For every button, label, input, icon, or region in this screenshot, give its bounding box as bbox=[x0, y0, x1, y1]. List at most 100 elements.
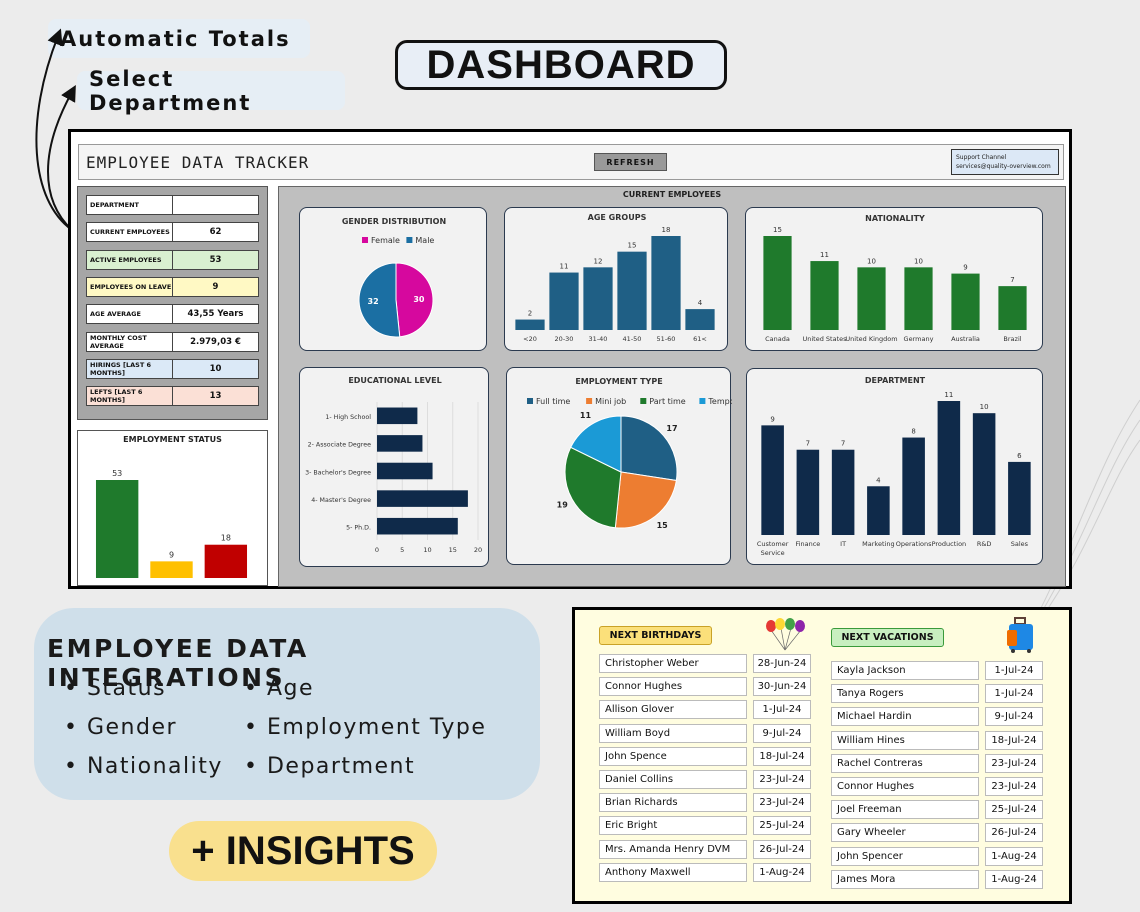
data-label: 11 bbox=[820, 251, 829, 259]
legend-entry: Female bbox=[371, 236, 400, 245]
chart-bar bbox=[204, 544, 248, 578]
tick-label: Production bbox=[932, 540, 967, 548]
tick-label: Brazil bbox=[1003, 335, 1021, 343]
next-birthdays-title: NEXT BIRTHDAYS bbox=[599, 626, 712, 645]
data-label: 32 bbox=[368, 297, 379, 306]
list-item: Christopher Weber 28-Jun-24 bbox=[599, 654, 811, 673]
person-name: Daniel Collins bbox=[599, 770, 747, 789]
list-item: Brian Richards 23-Jul-24 bbox=[599, 793, 811, 813]
tick-label: 20 bbox=[474, 546, 482, 554]
event-date: 1-Aug-24 bbox=[985, 846, 1043, 866]
chart-title: DEPARTMENT bbox=[865, 376, 926, 385]
legend-swatch bbox=[640, 398, 647, 404]
data-label: 12 bbox=[594, 257, 603, 265]
nationality-card: NATIONALITY 15 Canada 11 United States 10 Unit… bbox=[745, 207, 1043, 351]
employment-type-card: 17 15 19 11 Full time Mini job Part time Tempor… bbox=[506, 367, 732, 565]
legend-swatch bbox=[406, 237, 413, 243]
list-item: John Spence 18-Jul-24 bbox=[599, 746, 811, 766]
employment-type-chart: 17 15 19 11 Full time Mini job Part time Tempor… bbox=[527, 377, 732, 530]
support-line2[interactable]: services@quality-overview.com bbox=[956, 163, 1051, 170]
tick-label: Terminated bbox=[207, 583, 244, 584]
tick-label: IT bbox=[840, 540, 846, 548]
event-date: 18-Jul-24 bbox=[985, 730, 1043, 750]
pie-slice bbox=[570, 415, 622, 473]
chart-bar bbox=[377, 407, 418, 425]
list-item: Allison Glover 1-Jul-24 bbox=[599, 700, 811, 720]
integration-item: • Nationality bbox=[64, 754, 223, 779]
data-label: 11 bbox=[580, 411, 592, 420]
legend-swatch bbox=[699, 398, 706, 404]
list-item: Connor Hughes 30-Jun-24 bbox=[599, 677, 811, 697]
chart-bar bbox=[95, 480, 139, 578]
event-date: 23-Jul-24 bbox=[753, 793, 811, 813]
event-date: 23-Jul-24 bbox=[985, 777, 1043, 796]
list-item: William Hines 18-Jul-24 bbox=[831, 730, 1043, 750]
tick-label: Germany bbox=[904, 335, 934, 343]
chart-bar bbox=[998, 286, 1027, 330]
person-name: Michael Hardin bbox=[831, 707, 979, 727]
data-label: 9 bbox=[770, 415, 774, 423]
legend-entry: Full time bbox=[536, 397, 570, 406]
kpi-value: 43,55 Years bbox=[173, 305, 258, 324]
tick-label: 1- High School bbox=[325, 414, 371, 421]
employment-status-panel: EMPLOYMENT STATUS 53 Active 9 On Leave 18 Ter… bbox=[77, 430, 268, 591]
event-date: 30-Jun-24 bbox=[753, 677, 811, 697]
person-name: John Spencer bbox=[831, 846, 979, 866]
list-item: Kayla Jackson 1-Jul-24 bbox=[831, 661, 1043, 680]
data-label: 4 bbox=[698, 299, 703, 307]
integrations-panel: EMPLOYEE DATA INTEGRATIONS • Status • Ge… bbox=[34, 608, 540, 800]
list-item: Mrs. Amanda Henry DVM 26-Jul-24 bbox=[599, 839, 811, 859]
integrations-title: EMPLOYEE DATA INTEGRATIONS bbox=[47, 634, 309, 692]
gender-card: 30 32 Female Male GENDER DISTRIBUTION bbox=[299, 207, 487, 351]
kpi-label: CURRENT EMPLOYEES bbox=[87, 223, 173, 242]
person-name: William Boyd bbox=[599, 723, 747, 743]
event-date: 25-Jul-24 bbox=[985, 800, 1043, 820]
employment-status-chart: 53 Active 9 On Leave 18 Terminated bbox=[95, 469, 248, 591]
list-item: Eric Bright 25-Jul-24 bbox=[599, 816, 811, 836]
chart-bar bbox=[763, 236, 792, 330]
kpi-label: AGE AVERAGE bbox=[87, 305, 173, 324]
data-label: 10 bbox=[980, 403, 989, 411]
list-item: John Spencer 1-Aug-24 bbox=[831, 846, 1043, 866]
tick-label: 10 bbox=[423, 546, 431, 554]
current-employees-panel: CURRENT EMPLOYEES 30 32 Female Male GENDER D… bbox=[278, 186, 1066, 587]
list-item: Joel Freeman 25-Jul-24 bbox=[831, 800, 1043, 820]
pie-slice bbox=[614, 471, 677, 529]
tick-label: Active bbox=[107, 583, 127, 584]
select-department-label: Select Department bbox=[89, 66, 252, 115]
event-date: 26-Jul-24 bbox=[753, 839, 811, 859]
tick-label: 20-30 bbox=[555, 335, 574, 343]
event-date: 1-Jul-24 bbox=[985, 684, 1043, 704]
integration-item: • Gender bbox=[64, 715, 178, 740]
person-name: Connor Hughes bbox=[599, 677, 747, 697]
data-label: 2 bbox=[528, 310, 532, 318]
refresh-button[interactable]: REFRESH bbox=[594, 153, 667, 171]
data-label: 8 bbox=[911, 428, 915, 436]
list-item: Anthony Maxwell 1-Aug-24 bbox=[599, 862, 811, 882]
tick-label: 4- Master's Degree bbox=[311, 497, 371, 504]
list-item: Rachel Contreras 23-Jul-24 bbox=[831, 753, 1043, 773]
chart-bar bbox=[761, 425, 784, 535]
event-date: 26-Jul-24 bbox=[985, 823, 1043, 843]
person-name: Kayla Jackson bbox=[831, 661, 979, 680]
department-select[interactable] bbox=[173, 196, 258, 214]
kpi-value: 9 bbox=[173, 277, 258, 296]
person-name: Gary Wheeler bbox=[831, 823, 979, 843]
kpi-row[interactable]: DEPARTMENT bbox=[86, 195, 259, 215]
integration-item: • Status bbox=[64, 676, 167, 701]
legend-entry: Temporary bbox=[707, 397, 732, 406]
integration-item: • Age bbox=[244, 676, 315, 701]
chart-bar bbox=[831, 449, 855, 535]
tick-label: United Kingdom bbox=[845, 335, 897, 343]
legend-entry: Male bbox=[415, 236, 434, 245]
list-item: Connor Hughes 23-Jul-24 bbox=[831, 777, 1043, 796]
person-name: James Mora bbox=[831, 869, 979, 889]
data-label: 10 bbox=[914, 257, 923, 265]
pie-slice bbox=[620, 415, 678, 482]
legend-swatch bbox=[586, 398, 593, 404]
gender-chart: 30 32 Female Male GENDER DISTRIBUTION bbox=[342, 217, 446, 338]
kpi-row: AGE AVERAGE 43,55 Years bbox=[86, 304, 259, 325]
tick-label: United States bbox=[802, 335, 847, 343]
tick-label: 3- Bachelor's Degree bbox=[305, 469, 371, 476]
tick-label: Finance bbox=[795, 540, 820, 548]
